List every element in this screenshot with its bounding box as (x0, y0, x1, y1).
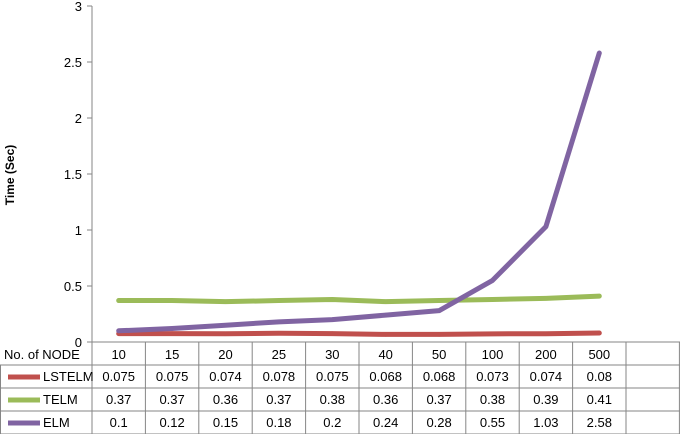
data-point (543, 331, 549, 336)
table-cell-value: 0.36 (213, 392, 238, 407)
data-point (116, 298, 121, 303)
data-point (276, 298, 282, 303)
table-cell-value: 0.068 (369, 369, 402, 384)
y-tick-label: 2.5 (64, 55, 82, 70)
series-lines (116, 50, 602, 337)
table-cell-value: 0.2 (323, 415, 341, 430)
table-cell-value: 0.37 (266, 392, 291, 407)
series-line-elm (116, 50, 602, 334)
x-category-label: 25 (272, 347, 286, 362)
data-point (543, 296, 549, 301)
table-cell-value: 0.41 (587, 392, 612, 407)
data-point (276, 331, 282, 336)
data-point (597, 330, 602, 336)
table-cell-value: 0.075 (102, 369, 135, 384)
data-point (223, 299, 228, 304)
x-category-label: 100 (482, 347, 504, 362)
legend-label: TELM (43, 392, 78, 407)
table-cell-value: 0.55 (480, 415, 505, 430)
series-line-telm (116, 293, 602, 305)
x-category-label: 50 (432, 347, 446, 362)
table-cell-value: 0.37 (159, 392, 184, 407)
table-cell-value: 0.24 (373, 415, 398, 430)
legend-label: ELM (43, 415, 70, 430)
y-tick-label: 1.5 (64, 167, 82, 182)
data-point (330, 331, 335, 336)
y-axis: 0 0.5 1 1.5 2 2.5 3 (64, 0, 93, 350)
table-cell-value: 1.03 (533, 415, 558, 430)
x-category-label: 40 (378, 347, 392, 362)
data-point (169, 331, 175, 336)
table-cell-value: 0.38 (480, 392, 505, 407)
table-cell-value: 0.37 (106, 392, 131, 407)
data-table: No. of NODE 10 15 20 25 30 40 50 100 200 500 LSTELM… (0, 341, 680, 434)
data-point (436, 332, 442, 337)
table-cell-value: 0.36 (373, 392, 398, 407)
y-tick-label: 1 (75, 223, 82, 238)
table-cell-value: 0.08 (587, 369, 612, 384)
data-point (223, 323, 228, 328)
data-point (169, 326, 175, 331)
table-cell-value: 0.075 (156, 369, 189, 384)
x-category-label: 200 (535, 347, 557, 362)
table-cell-value: 0.28 (426, 415, 451, 430)
data-point (330, 317, 335, 322)
table-cell-value: 0.39 (533, 392, 558, 407)
series-line-lstelm (116, 330, 602, 337)
data-point (490, 297, 495, 302)
table-cell-value: 0.075 (316, 369, 349, 384)
table-cell-value: 2.58 (587, 415, 612, 430)
y-axis-title: Time (Sec) (3, 145, 17, 205)
data-point (490, 278, 495, 283)
table-cell-value: 0.12 (159, 415, 184, 430)
data-point (383, 299, 388, 304)
table-cell-value: 0.073 (476, 369, 509, 384)
table-cell-value: 0.37 (426, 392, 451, 407)
table-cell-value: 0.18 (266, 415, 291, 430)
y-tick-label: 0.5 (64, 279, 82, 294)
x-category-label: 500 (588, 347, 610, 362)
y-tick-label: 3 (75, 0, 82, 14)
data-point (597, 293, 602, 299)
data-point (169, 298, 175, 303)
table-cell-value: 0.074 (530, 369, 563, 384)
data-point (436, 298, 442, 303)
y-tick-label: 0 (75, 335, 82, 350)
data-point (543, 224, 549, 229)
table-cell-value: 0.078 (263, 369, 296, 384)
x-category-label: 30 (325, 347, 339, 362)
table-header-label: No. of NODE (4, 347, 80, 362)
y-tick-label: 2 (75, 111, 82, 126)
data-point (597, 50, 602, 56)
legend-label: LSTELM (43, 369, 94, 384)
table-cell-value: 0.068 (423, 369, 456, 384)
data-point (383, 312, 388, 318)
table-cell-value: 0.15 (213, 415, 238, 430)
table-cell-value: 0.074 (209, 369, 242, 384)
data-point (330, 297, 335, 302)
data-point (490, 331, 495, 337)
x-category-label: 10 (111, 347, 125, 362)
x-category-label: 15 (165, 347, 179, 362)
table-cell-value: 0.1 (110, 415, 128, 430)
data-point (276, 319, 282, 325)
table-cell-value: 0.38 (320, 392, 345, 407)
data-point (223, 331, 228, 336)
data-point (383, 332, 388, 337)
data-point (116, 328, 121, 333)
x-category-label: 20 (218, 347, 232, 362)
data-point (436, 308, 442, 313)
